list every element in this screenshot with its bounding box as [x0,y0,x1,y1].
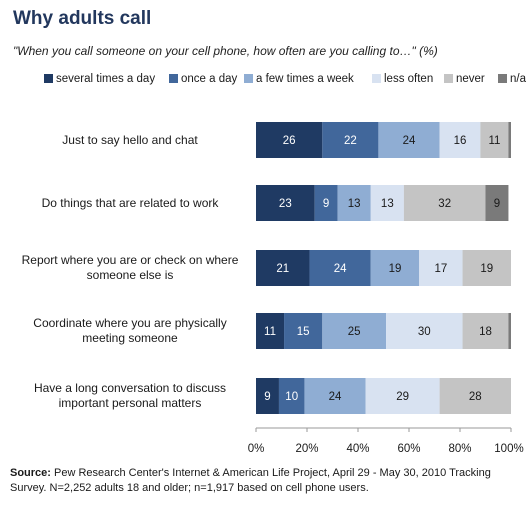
bar-segment [370,185,404,221]
stacked-bar-chart: 26 22 24 16 11 23 9 13 13 32 9 21 24 19 17 19 11 15 25 30 18… [248,122,524,455]
bar-segment [508,122,511,158]
bar-segment [256,185,315,221]
x-tick-label: 0% [248,443,265,455]
data-label: 16 [454,135,467,147]
bar-segment [370,250,420,286]
bar-segment [322,313,387,349]
bar-segment [462,313,509,349]
data-label: 19 [389,263,402,275]
data-label: 19 [480,263,493,275]
category-label: Report where you are or check on where so… [21,253,239,282]
legend-item: n/a [498,73,526,85]
bar-segment [256,378,279,414]
bar-segment [256,122,323,158]
data-label: 13 [348,198,361,210]
bar-segment [480,122,509,158]
legend-label: several times a day [56,73,156,85]
source-label: Source: [10,467,51,479]
data-label: 23 [279,198,292,210]
data-label: 22 [344,135,357,147]
bar-segment [322,122,379,158]
legend-swatch [244,74,253,83]
category-label: Have a long conversation to discuss impor… [33,381,227,410]
bar-segment [439,378,511,414]
data-label: 29 [396,391,409,403]
data-label: 24 [334,263,347,275]
bar-segment [284,313,323,349]
chart-subtitle: "When you call someone on your cell phon… [13,44,438,58]
x-tick-label: 100% [494,443,523,455]
legend-item: less often [372,73,433,85]
bar-segment [365,378,440,414]
bar-segment [403,185,486,221]
data-label: 24 [329,391,342,403]
legend-item: never [444,73,485,85]
data-label: 15 [297,326,310,338]
bar-segment [439,122,481,158]
data-label: 32 [438,198,451,210]
bar-segment [309,250,371,286]
legend-label: n/a [510,73,526,85]
legend-label: a few times a week [256,73,354,85]
data-label: 10 [285,391,298,403]
source-text: Pew Research Center's Internet & America… [10,467,491,494]
data-label: 9 [494,198,500,210]
legend-swatch [444,74,453,83]
data-label: 13 [381,198,394,210]
bar-segment [386,313,463,349]
bar-segment [278,378,305,414]
legend-swatch [169,74,178,83]
source-note: Source: Pew Research Center's Internet &… [10,466,525,496]
category-label: Do things that are related to work [41,195,219,210]
legend-label: never [456,73,485,85]
legend-swatch [44,74,53,83]
legend-swatch [372,74,381,83]
category-label: Coordinate where you are physically meeti… [33,316,227,345]
bar-segment [419,250,463,286]
legend-label: less often [384,73,434,85]
data-label: 11 [264,326,276,338]
data-label: 24 [403,135,416,147]
data-label: 9 [323,198,329,210]
legend-label: once a day [181,73,238,85]
bar-segment [304,378,366,414]
bar-segment [256,250,310,286]
data-label: 28 [469,391,482,403]
chart-title: Why adults call [13,8,152,29]
bar-segment [462,250,511,286]
legend-item: several times a day [44,73,155,85]
bar-segment [337,185,371,221]
legend-item: once a day [169,73,237,85]
data-label: 21 [276,263,289,275]
legend-item: a few times a week [244,73,354,85]
x-tick-label: 80% [448,443,471,455]
data-label: 9 [264,391,270,403]
category-label: Just to say hello and chat [62,132,198,147]
data-label: 18 [479,326,492,338]
data-label: 11 [488,135,500,147]
x-tick-label: 40% [346,443,369,455]
data-label: 25 [348,326,361,338]
bar-segment [378,122,440,158]
bar-segment [508,313,511,349]
legend-swatch [498,74,507,83]
x-tick-label: 60% [397,443,420,455]
bar-segment [314,185,338,221]
data-label: 26 [283,135,296,147]
data-label: 30 [418,326,431,338]
x-tick-label: 20% [295,443,318,455]
bar-segment [485,185,509,221]
data-label: 17 [434,263,447,275]
bar-segment [256,313,285,349]
